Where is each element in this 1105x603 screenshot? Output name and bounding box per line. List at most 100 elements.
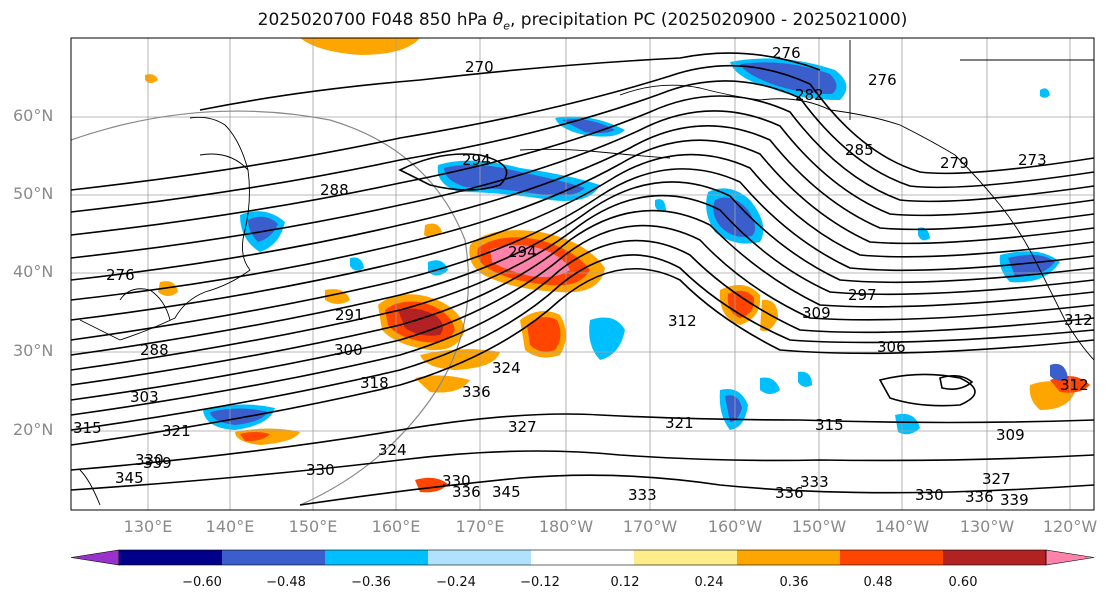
colorbar-tick-label: −0.60 <box>182 575 222 590</box>
colorbar-outline <box>118 549 1047 566</box>
colorbar-extend-min <box>70 549 120 566</box>
lat-label: 60°N <box>13 106 54 125</box>
lon-label: 140°E <box>205 517 255 536</box>
contour-label: 309 <box>996 426 1025 444</box>
lon-label: 120°W <box>1042 517 1098 536</box>
colorbar-tick-label: 0.60 <box>948 575 978 590</box>
contour-label: 279 <box>940 154 969 172</box>
negative-anomaly-patch <box>713 197 756 237</box>
contour-label: 330 <box>135 451 164 469</box>
colorbar-swatch <box>634 550 738 565</box>
colorbar-tick-label: 0.48 <box>863 575 893 590</box>
colorbar-tick-label: −0.36 <box>351 575 391 590</box>
contour-label: 327 <box>508 418 537 436</box>
contour-label: 276 <box>106 266 135 284</box>
lon-label: 170°E <box>455 517 505 536</box>
contour-label: 330 <box>442 472 471 490</box>
lon-label: 130°E <box>123 517 173 536</box>
contour-label: 327 <box>982 470 1011 488</box>
contour-label: 276 <box>868 71 897 89</box>
contour-label: 288 <box>140 341 169 359</box>
contour-label: 345 <box>115 469 144 487</box>
negative-anomaly-patch <box>1008 254 1055 277</box>
lat-label: 40°N <box>13 262 54 281</box>
contour-label: 321 <box>162 422 191 440</box>
contour-label: 315 <box>73 419 102 437</box>
contour-label: 270 <box>465 58 494 76</box>
lon-label: 150°W <box>791 517 847 536</box>
map-title: 2025020700 F048 850 hPa θe, precipitatio… <box>257 10 908 33</box>
positive-anomaly-patch <box>760 299 778 332</box>
colorbar-swatch <box>428 550 532 565</box>
positive-anomaly-patch <box>424 223 442 237</box>
negative-anomaly-patch <box>350 257 364 271</box>
contour-label: 306 <box>877 338 906 356</box>
contour-label: 285 <box>845 141 874 159</box>
contour-label: 339 <box>143 454 172 472</box>
colorbar-swatch <box>325 550 429 565</box>
positive-anomaly-patch <box>527 316 561 352</box>
negative-anomaly-patch <box>918 227 930 241</box>
contour-label: 312 <box>1060 376 1089 394</box>
graticule <box>71 38 1094 510</box>
negative-anomaly-patch <box>655 199 666 212</box>
contour-label: 312 <box>1064 311 1093 329</box>
negative-anomaly-patch <box>444 164 585 196</box>
lon-label: 160°E <box>371 517 421 536</box>
colorbar-extend-max <box>1045 549 1095 566</box>
lat-label: 50°N <box>13 184 54 203</box>
contour-label: 345 <box>492 483 521 501</box>
map-frame <box>70 37 1095 511</box>
lon-label: 140°W <box>874 517 930 536</box>
colorbar-swatch <box>943 550 1047 565</box>
contour-label: 336 <box>452 483 481 501</box>
negative-anomaly-patch <box>895 413 920 435</box>
negative-anomaly-patch <box>725 395 742 422</box>
positive-anomaly-patch <box>158 281 178 296</box>
colorbar-swatch <box>840 550 944 565</box>
colorbar-swatch <box>119 550 223 565</box>
colorbar-tick-label: 0.12 <box>610 575 640 590</box>
negative-anomaly-patch <box>798 371 812 387</box>
negative-anomaly-patch <box>1050 363 1068 381</box>
positive-anomaly-patch <box>300 38 420 55</box>
contour-label: 273 <box>1018 151 1047 169</box>
negative-anomaly-patch <box>760 377 780 394</box>
contour-label: 336 <box>775 484 804 502</box>
contour-label: 336 <box>462 383 491 401</box>
colorbar-swatch <box>222 550 326 565</box>
colorbar-swatch <box>737 550 841 565</box>
negative-anomaly-patch <box>589 317 625 360</box>
contour-label: 330 <box>306 461 335 479</box>
contour-label: 339 <box>1000 491 1029 509</box>
lon-label: 130°W <box>959 517 1015 536</box>
contour-label: 333 <box>628 486 657 504</box>
colorbar <box>70 549 1095 566</box>
negative-anomaly-patch <box>1040 88 1050 98</box>
contour-label: 288 <box>320 181 349 199</box>
lon-label: 160°W <box>707 517 763 536</box>
positive-anomaly-patch <box>415 375 470 393</box>
colorbar-tick-label: −0.12 <box>520 575 560 590</box>
lon-label: 150°E <box>288 517 338 536</box>
colorbar-tick-label: 0.24 <box>694 575 724 590</box>
colorbar-tick-label: 0.36 <box>779 575 809 590</box>
contour-label: 291 <box>335 306 364 324</box>
contour-label: 333 <box>800 473 829 491</box>
contour-label: 330 <box>915 486 944 504</box>
lat-label: 30°N <box>13 341 54 360</box>
theta-e-contours <box>71 52 1094 506</box>
contour-label: 324 <box>378 441 407 459</box>
contour-label: 324 <box>492 359 521 377</box>
precip-anomaly-patches <box>145 38 1090 493</box>
negative-anomaly-patch <box>248 216 278 242</box>
colorbar-swatch <box>531 550 635 565</box>
contour-label: 321 <box>665 414 694 432</box>
contour-label: 315 <box>815 416 844 434</box>
colorbar-tick-label: −0.24 <box>436 575 476 590</box>
range-ring <box>71 110 470 506</box>
contour-label: 309 <box>802 304 831 322</box>
contour-label: 318 <box>360 374 389 392</box>
contour-label: 294 <box>462 151 491 169</box>
